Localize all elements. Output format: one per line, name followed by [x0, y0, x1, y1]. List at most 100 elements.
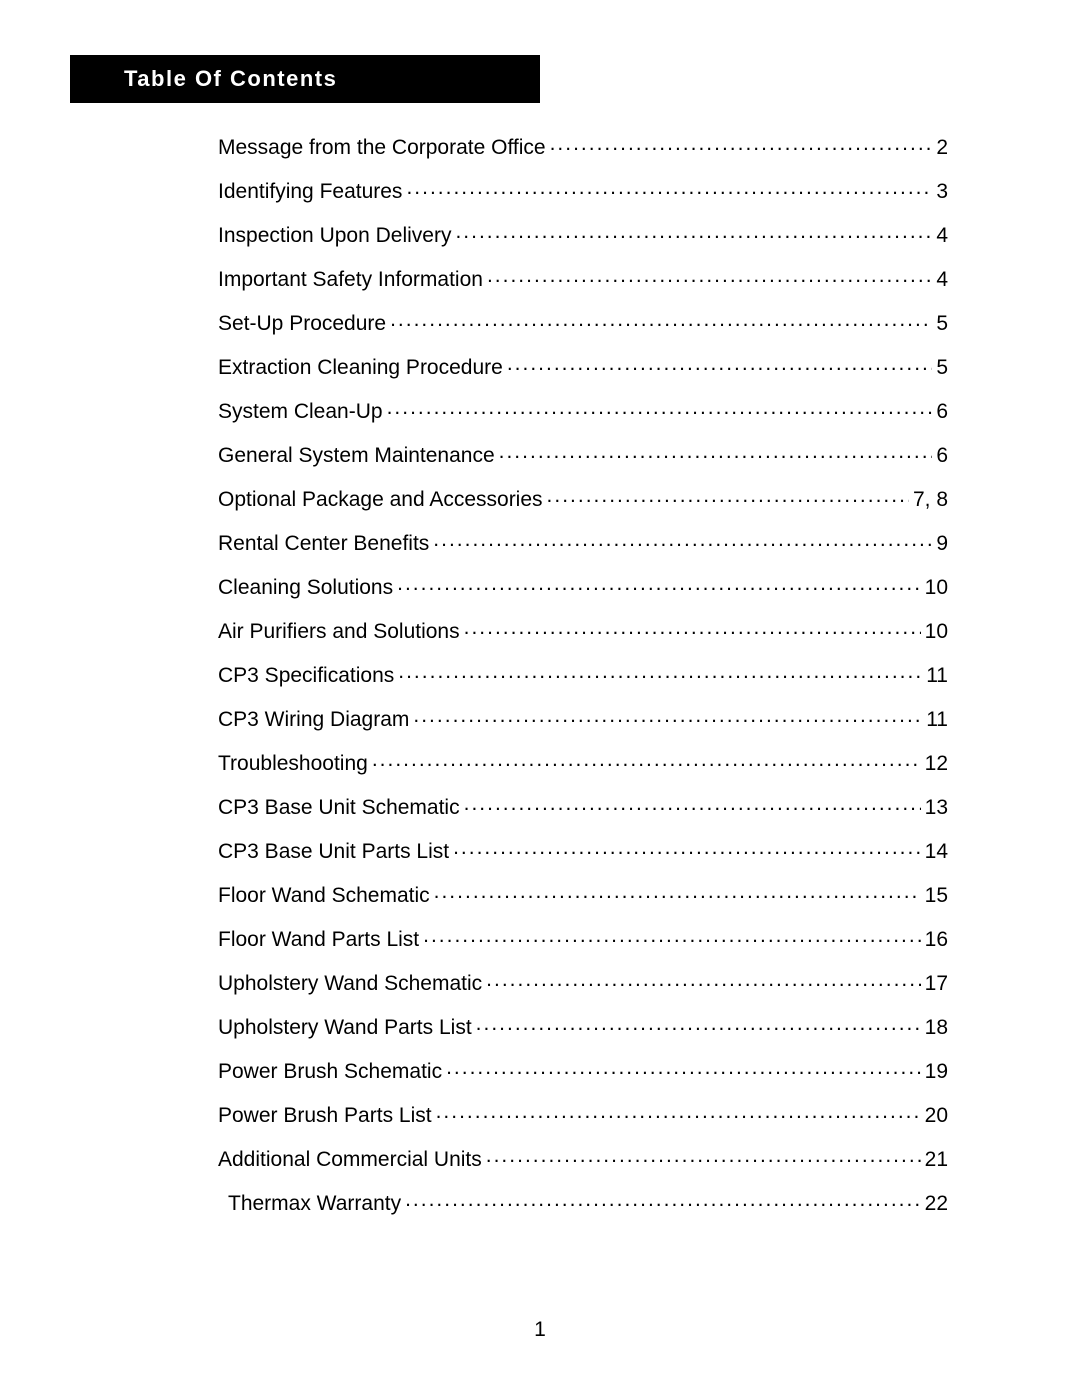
header-bar: Table Of Contents	[70, 55, 540, 103]
toc-row: Inspection Upon Delivery 4	[218, 221, 948, 242]
toc-page: 6	[936, 445, 948, 466]
toc-page: 19	[925, 1061, 948, 1082]
toc-label: CP3 Wiring Diagram	[218, 709, 409, 730]
toc-label: Power Brush Schematic	[218, 1061, 442, 1082]
toc-label: Floor Wand Schematic	[218, 885, 430, 906]
toc-row: CP3 Specifications 11	[218, 661, 948, 682]
toc-leader-dots	[387, 397, 933, 418]
toc-row: Important Safety Information 4	[218, 265, 948, 286]
toc-row: Power Brush Parts List 20	[218, 1101, 948, 1122]
toc-leader-dots	[436, 1101, 921, 1122]
toc-page: 21	[925, 1149, 948, 1170]
toc-page: 3	[936, 181, 948, 202]
toc-leader-dots	[507, 353, 932, 374]
toc-page: 2	[936, 137, 948, 158]
toc-page: 4	[936, 225, 948, 246]
toc-leader-dots	[413, 705, 922, 726]
toc-leader-dots	[464, 617, 921, 638]
toc-row: Floor Wand Parts List 16	[218, 925, 948, 946]
toc-row: Upholstery Wand Parts List 18	[218, 1013, 948, 1034]
toc-row: Troubleshooting 12	[218, 749, 948, 770]
toc-label: CP3 Base Unit Parts List	[218, 841, 449, 862]
toc-label: Thermax Warranty	[228, 1193, 401, 1214]
toc-leader-dots	[487, 265, 932, 286]
toc-label: Rental Center Benefits	[218, 533, 429, 554]
toc-page: 12	[925, 753, 948, 774]
toc-leader-dots	[476, 1013, 921, 1034]
toc-label: Power Brush Parts List	[218, 1105, 432, 1126]
toc-row: CP3 Base Unit Parts List 14	[218, 837, 948, 858]
toc-leader-dots	[550, 133, 933, 154]
toc-page: 4	[936, 269, 948, 290]
toc-leader-dots	[397, 573, 921, 594]
toc-page: 17	[925, 973, 948, 994]
toc-row: Identifying Features 3	[218, 177, 948, 198]
toc-leader-dots	[446, 1057, 921, 1078]
toc-page: 7, 8	[913, 489, 948, 510]
toc-row: Upholstery Wand Schematic 17	[218, 969, 948, 990]
toc-row: Cleaning Solutions 10	[218, 573, 948, 594]
toc-leader-dots	[398, 661, 922, 682]
toc-page: 5	[936, 357, 948, 378]
toc-label: Upholstery Wand Parts List	[218, 1017, 472, 1038]
toc-leader-dots	[453, 837, 921, 858]
toc-label: CP3 Base Unit Schematic	[218, 797, 460, 818]
toc-page: 10	[925, 621, 948, 642]
toc-page: 5	[936, 313, 948, 334]
toc-page: 18	[925, 1017, 948, 1038]
toc-label: Important Safety Information	[218, 269, 483, 290]
toc-label: System Clean-Up	[218, 401, 383, 422]
toc-label: Floor Wand Parts List	[218, 929, 419, 950]
toc-page: 22	[925, 1193, 948, 1214]
toc-label: Extraction Cleaning Procedure	[218, 357, 503, 378]
toc-label: Inspection Upon Delivery	[218, 225, 451, 246]
toc-page: 15	[925, 885, 948, 906]
toc-row: CP3 Wiring Diagram 11	[218, 705, 948, 726]
toc-leader-dots	[433, 529, 932, 550]
toc-page: 11	[926, 665, 948, 686]
toc-page: 6	[936, 401, 948, 422]
toc-row: Air Purifiers and Solutions 10	[218, 617, 948, 638]
toc-label: Troubleshooting	[218, 753, 368, 774]
toc-row: Optional Package and Accessories 7, 8	[218, 485, 948, 506]
toc-row: Thermax Warranty 22	[218, 1189, 948, 1210]
table-of-contents: Message from the Corporate Office 2 Ident…	[218, 133, 948, 1210]
toc-leader-dots	[372, 749, 921, 770]
toc-page: 16	[925, 929, 948, 950]
toc-row: Power Brush Schematic 19	[218, 1057, 948, 1078]
toc-label: Additional Commercial Units	[218, 1149, 482, 1170]
page: Table Of Contents Message from the Corpo…	[0, 0, 1080, 1397]
toc-label: Identifying Features	[218, 181, 402, 202]
toc-leader-dots	[405, 1189, 921, 1210]
toc-page: 14	[925, 841, 948, 862]
toc-row: Message from the Corporate Office 2	[218, 133, 948, 154]
toc-leader-dots	[423, 925, 921, 946]
toc-label: Air Purifiers and Solutions	[218, 621, 460, 642]
toc-label: Cleaning Solutions	[218, 577, 393, 598]
toc-row: Extraction Cleaning Procedure 5	[218, 353, 948, 374]
toc-leader-dots	[434, 881, 921, 902]
toc-page: 13	[925, 797, 948, 818]
toc-page: 10	[925, 577, 948, 598]
toc-row: Floor Wand Schematic 15	[218, 881, 948, 902]
toc-row: Rental Center Benefits 9	[218, 529, 948, 550]
toc-leader-dots	[499, 441, 933, 462]
toc-page: 11	[926, 709, 948, 730]
toc-label: Set-Up Procedure	[218, 313, 386, 334]
toc-leader-dots	[390, 309, 932, 330]
header-title: Table Of Contents	[124, 66, 337, 92]
toc-row: System Clean-Up 6	[218, 397, 948, 418]
toc-leader-dots	[486, 969, 920, 990]
toc-label: General System Maintenance	[218, 445, 495, 466]
toc-row: Set-Up Procedure 5	[218, 309, 948, 330]
toc-leader-dots	[406, 177, 932, 198]
toc-leader-dots	[547, 485, 909, 506]
toc-leader-dots	[455, 221, 932, 242]
toc-leader-dots	[486, 1145, 921, 1166]
toc-label: Optional Package and Accessories	[218, 489, 543, 510]
toc-row: CP3 Base Unit Schematic 13	[218, 793, 948, 814]
toc-label: CP3 Specifications	[218, 665, 394, 686]
toc-page: 20	[925, 1105, 948, 1126]
toc-label: Upholstery Wand Schematic	[218, 973, 482, 994]
toc-leader-dots	[464, 793, 921, 814]
